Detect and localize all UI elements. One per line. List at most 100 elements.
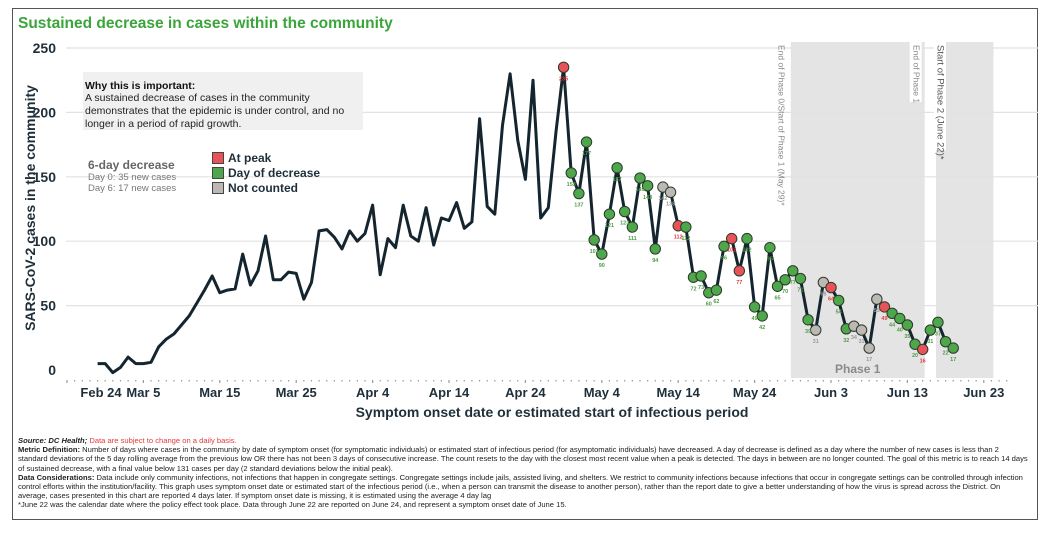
x-tick-mark <box>624 380 626 382</box>
x-tick-mark <box>723 380 725 382</box>
marker-day-of-decrease <box>832 294 845 307</box>
x-tick-mark <box>272 380 274 382</box>
data-label: 95 <box>767 257 773 263</box>
data-label: 72 <box>690 286 696 292</box>
x-tick-label: May 4 <box>584 385 621 400</box>
x-tick-mark <box>754 380 756 383</box>
x-tick-mark <box>631 380 633 382</box>
data-label: 44 <box>889 322 896 328</box>
x-tick-mark <box>364 380 366 382</box>
x-tick-mark <box>960 380 962 382</box>
considerations-label: Data Considerations: <box>18 472 95 482</box>
y-tick-label: 0 <box>48 362 56 378</box>
marker-not-counted <box>863 342 875 354</box>
legend-label: Day of decrease <box>228 165 321 180</box>
data-label: 70 <box>782 289 788 295</box>
marker-day-of-decrease <box>947 342 959 354</box>
x-tick-mark <box>234 380 236 382</box>
x-tick-mark <box>830 380 832 383</box>
x-tick-mark <box>112 380 114 382</box>
x-tick-mark <box>799 380 802 382</box>
x-tick-mark <box>540 380 542 382</box>
data-label: 68 <box>820 291 826 297</box>
x-tick-mark <box>601 380 603 383</box>
x-tick-label: Feb 24 <box>80 385 122 400</box>
x-tick-mark <box>677 380 679 383</box>
data-label: 177 <box>582 151 591 157</box>
data-label: 101 <box>590 249 599 255</box>
y-tick-label: 100 <box>33 233 57 249</box>
marker-day-of-decrease <box>779 274 791 286</box>
x-tick-mark <box>372 380 374 383</box>
x-tick-label: Mar 15 <box>199 385 240 400</box>
x-tick-mark <box>471 380 473 382</box>
x-tick-mark <box>563 380 565 382</box>
data-label: 49 <box>752 316 758 322</box>
x-tick-mark <box>952 380 954 382</box>
legend-swatch-decrease <box>212 166 224 179</box>
source-label: Source: <box>18 436 47 445</box>
marker-at-peak <box>725 232 738 245</box>
x-tick-mark <box>425 380 427 382</box>
data-label: 137 <box>574 203 583 209</box>
data-label: 77 <box>790 280 796 286</box>
x-tick-mark <box>181 380 183 382</box>
why-important-box: Why this is important: A sustained decre… <box>83 72 363 130</box>
x-tick-mark <box>66 380 68 383</box>
x-tick-mark <box>700 380 702 382</box>
marker-not-counted <box>871 293 883 305</box>
x-tick-mark <box>593 380 595 382</box>
marker-at-peak <box>557 61 570 74</box>
x-tick-mark <box>74 380 76 382</box>
data-label: 102 <box>727 248 736 254</box>
considerations-text: Data include only community infections, … <box>18 472 1023 501</box>
x-tick-mark <box>96 380 99 382</box>
marker-at-peak <box>733 265 746 277</box>
x-tick-mark <box>776 380 779 382</box>
x-tick-mark <box>990 380 993 382</box>
x-tick-mark <box>104 380 106 382</box>
marker-not-counted <box>855 324 868 336</box>
x-tick-mark <box>662 380 664 382</box>
x-tick-mark <box>478 380 481 382</box>
marker-at-peak <box>916 343 929 356</box>
x-tick-label: Jun 23 <box>963 385 1004 400</box>
x-tick-mark <box>524 380 526 383</box>
marker-day-of-decrease <box>718 240 730 253</box>
marker-day-of-decrease <box>802 314 814 326</box>
data-label: 123 <box>620 221 629 227</box>
data-label: 77 <box>736 280 742 286</box>
x-tick-mark <box>922 380 924 382</box>
phase-band-label: Phase 1 <box>835 362 881 376</box>
x-tick-mark <box>731 380 733 382</box>
legend-label: At peak <box>228 150 272 165</box>
x-tick-mark <box>585 380 588 382</box>
data-label: 35 <box>904 334 910 340</box>
six-day-day6: Day 6: 17 new cases <box>88 183 177 194</box>
x-tick-label: Mar 5 <box>126 385 160 400</box>
marker-day-of-decrease <box>901 319 914 331</box>
x-tick-mark <box>165 380 167 382</box>
marker-day-of-decrease <box>649 243 661 255</box>
x-tick-label: Mar 25 <box>276 385 317 400</box>
x-tick-mark <box>341 380 343 382</box>
x-tick-mark <box>1006 380 1008 382</box>
x-tick-mark <box>310 380 313 382</box>
data-label: 65 <box>774 295 780 301</box>
x-tick-mark <box>349 380 351 382</box>
x-axis-label: Symptom onset date or estimated start of… <box>355 404 749 420</box>
x-tick-mark <box>119 380 122 382</box>
data-label: 31 <box>813 339 819 345</box>
x-tick-mark <box>226 380 229 382</box>
x-tick-mark <box>945 380 947 382</box>
x-tick-mark <box>127 380 129 382</box>
marker-day-of-decrease <box>756 310 768 322</box>
marker-day-of-decrease <box>764 241 776 254</box>
legend-item-not-counted: Not counted <box>212 180 320 195</box>
marker-at-peak <box>825 281 837 294</box>
x-tick-mark <box>761 380 763 382</box>
x-tick-mark <box>295 380 297 383</box>
x-tick-mark <box>983 380 985 383</box>
x-tick-mark <box>211 380 213 382</box>
